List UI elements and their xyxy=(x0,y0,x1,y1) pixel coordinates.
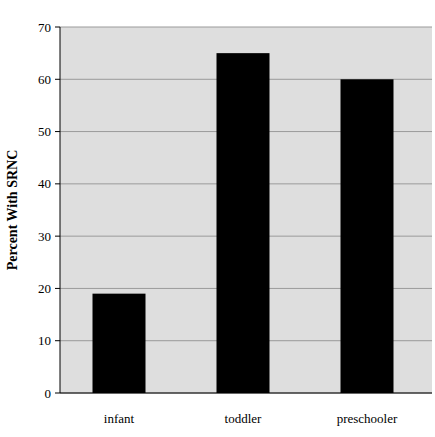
y-tick-label: 40 xyxy=(38,176,51,191)
grid-line xyxy=(60,27,432,28)
x-tick-label: toddler xyxy=(225,411,262,426)
y-tick-label: 30 xyxy=(38,229,51,244)
x-axis xyxy=(60,393,432,394)
bar xyxy=(93,294,146,393)
chart: 0 10 20 30 40 50 60 70 infant toddler preschooler P… xyxy=(0,0,435,437)
y-axis-label: Percent With SRNC xyxy=(5,150,20,271)
y-tick xyxy=(55,340,60,341)
bars xyxy=(93,53,394,393)
y-tick xyxy=(55,393,60,394)
chart-container: 0 10 20 30 40 50 60 70 infant toddler preschooler P… xyxy=(0,0,435,437)
plot-background xyxy=(60,27,432,393)
y-tick xyxy=(55,27,60,28)
bar xyxy=(341,79,394,393)
y-tick-label: 60 xyxy=(38,72,51,87)
y-tick xyxy=(55,79,60,80)
y-tick xyxy=(55,131,60,132)
x-tick-label: preschooler xyxy=(337,411,398,426)
y-tick xyxy=(55,236,60,237)
bar xyxy=(217,53,270,393)
grid-line xyxy=(60,393,432,394)
y-tick-label: 70 xyxy=(38,20,51,35)
y-tick-label: 0 xyxy=(45,386,52,401)
y-tick-label: 20 xyxy=(38,281,51,296)
y-tick-label: 50 xyxy=(38,124,51,139)
y-tick-label: 10 xyxy=(38,333,51,348)
y-tick xyxy=(55,288,60,289)
x-tick-label: infant xyxy=(104,411,135,426)
y-axis xyxy=(60,27,61,393)
y-tick xyxy=(55,183,60,184)
